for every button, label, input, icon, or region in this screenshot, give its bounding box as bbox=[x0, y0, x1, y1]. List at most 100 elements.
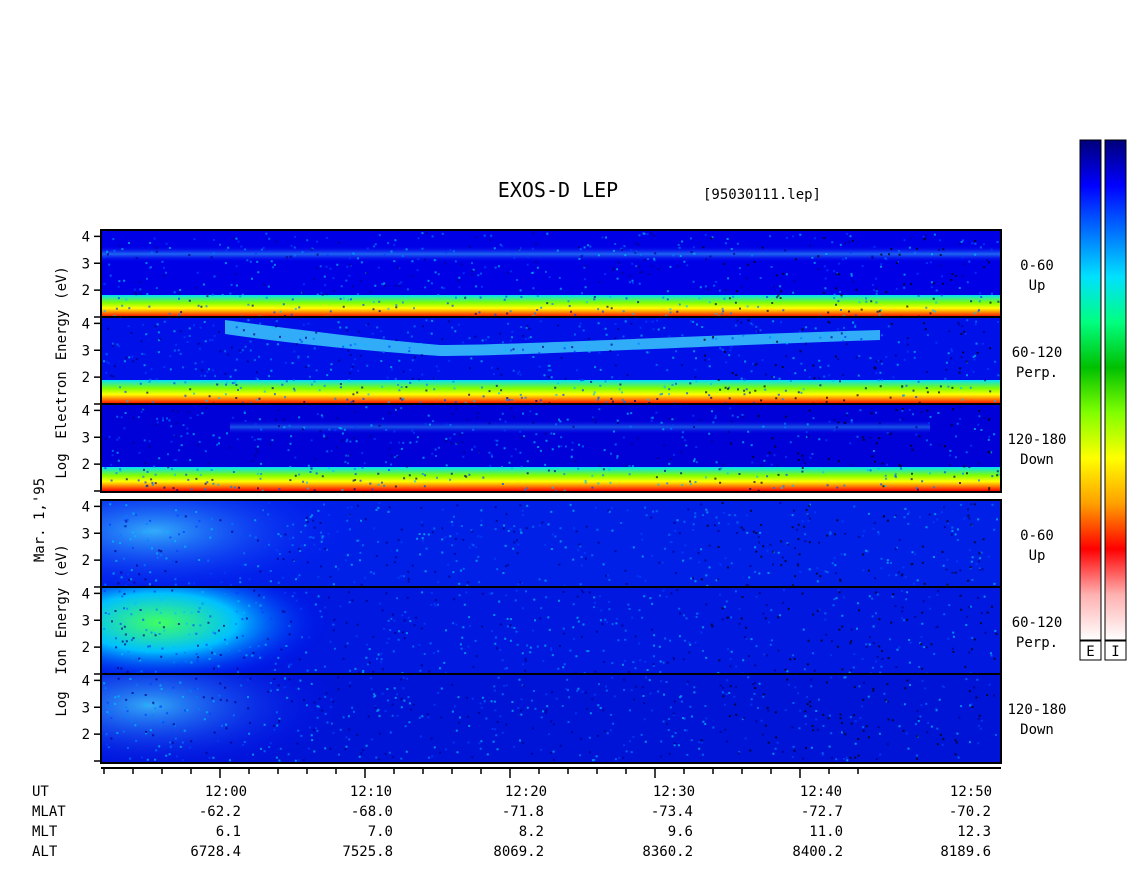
orbit-value: 8400.2 bbox=[792, 844, 843, 860]
orbit-parameter-rows: UT MLAT -62.2 -68.0 -71.8 -73.4 -72.7 -70.2 MLT 6… bbox=[32, 784, 991, 860]
ion-frame bbox=[100, 499, 1002, 764]
ion-label-log: Log bbox=[54, 691, 70, 716]
y-tick-label: 3 bbox=[82, 526, 90, 542]
colorbar-label: E bbox=[1086, 644, 1094, 660]
file-label: [95030111.lep] bbox=[703, 187, 821, 203]
electron-label-energy: Energy bbox=[54, 310, 70, 361]
colorbar-label: I bbox=[1111, 644, 1119, 660]
x-tick-label: 12:40 bbox=[800, 784, 842, 800]
y-tick-label: 4 bbox=[82, 499, 90, 515]
orbit-value: 7525.8 bbox=[342, 844, 393, 860]
orbit-value: 12.3 bbox=[957, 824, 991, 840]
y-tick-label: 2 bbox=[82, 727, 90, 743]
pitch-direction-label: Down bbox=[1020, 722, 1054, 738]
orbit-value: 11.0 bbox=[809, 824, 843, 840]
orbit-value: 6.1 bbox=[216, 824, 241, 840]
x-tick-label: 12:50 bbox=[950, 784, 992, 800]
ion-spectrograms bbox=[102, 501, 1000, 762]
pitch-direction-label: Perp. bbox=[1016, 635, 1058, 651]
ion-label-energy: Energy bbox=[54, 588, 70, 639]
electron-perp-band bbox=[102, 380, 1000, 404]
y-tick-label: 3 bbox=[82, 613, 90, 629]
electron-frame bbox=[100, 229, 1002, 493]
x-tick-label: 12:00 bbox=[205, 784, 247, 800]
ion-down-patch bbox=[102, 675, 342, 762]
ion-panel-down bbox=[102, 675, 1000, 762]
electron-up-band bbox=[102, 295, 1000, 317]
orbit-value: 7.0 bbox=[368, 824, 393, 840]
ion-panel-perp bbox=[102, 588, 1000, 674]
ion-axis-label: Log Ion Energy (eV) bbox=[54, 544, 70, 717]
x-tick-label: 12:20 bbox=[505, 784, 547, 800]
electron-label-species: Electron bbox=[54, 371, 70, 438]
orbit-row-label: UT bbox=[32, 784, 49, 800]
y-tick-label: 2 bbox=[82, 457, 90, 473]
orbit-value: 6728.4 bbox=[190, 844, 241, 860]
chart-title: EXOS-D LEP bbox=[498, 178, 618, 202]
y-tick-label: 4 bbox=[82, 403, 90, 419]
y-tick-label: 4 bbox=[82, 316, 90, 332]
orbit-value: 8360.2 bbox=[642, 844, 693, 860]
y-tick-label: 4 bbox=[82, 673, 90, 689]
y-axis-ticks: 2 3 4 2 3 4 2 3 4 2 3 4 2 3 4 2 3 4 bbox=[82, 229, 101, 762]
pitch-direction-label: Up bbox=[1029, 278, 1046, 294]
orbit-value: -68.0 bbox=[351, 804, 393, 820]
ion-label-species: Ion bbox=[54, 649, 70, 674]
y-tick-label: 3 bbox=[82, 256, 90, 272]
orbit-value: 8069.2 bbox=[493, 844, 544, 860]
orbit-value: -70.2 bbox=[949, 804, 991, 820]
pitch-range-label: 0-60 bbox=[1020, 528, 1054, 544]
electron-spectrograms bbox=[102, 231, 1000, 491]
pitch-range-label: 120-180 bbox=[1007, 432, 1066, 448]
orbit-value: -62.2 bbox=[199, 804, 241, 820]
pitch-range-label: 60-120 bbox=[1012, 615, 1063, 631]
date-label: Mar. 1,'95 bbox=[32, 478, 48, 562]
electron-panel-down bbox=[102, 405, 1000, 491]
x-tick-label: 12:30 bbox=[653, 784, 695, 800]
electron-panel-perp bbox=[102, 318, 1000, 404]
pitch-angle-labels: 0-60 Up 60-120 Perp. 120-180 Down 0-60 Up 60-120… bbox=[1007, 258, 1066, 738]
ion-panel-up bbox=[102, 501, 1000, 587]
orbit-value: 9.6 bbox=[668, 824, 693, 840]
ion-up-patch bbox=[102, 501, 362, 587]
orbit-value: 8189.6 bbox=[940, 844, 991, 860]
electron-down-band bbox=[102, 467, 1000, 491]
y-tick-label: 3 bbox=[82, 343, 90, 359]
electron-label-unit: (eV) bbox=[54, 266, 70, 300]
pitch-direction-label: Down bbox=[1020, 452, 1054, 468]
ion-label-unit: (eV) bbox=[54, 544, 70, 578]
y-tick-label: 4 bbox=[82, 229, 90, 245]
y-tick-label: 3 bbox=[82, 700, 90, 716]
colorbar-e bbox=[1079, 139, 1102, 641]
y-tick-label: 3 bbox=[82, 430, 90, 446]
orbit-value: -73.4 bbox=[651, 804, 693, 820]
colorbar-i bbox=[1104, 139, 1127, 641]
pitch-direction-label: Up bbox=[1029, 548, 1046, 564]
electron-axis-label: Log Electron Energy (eV) bbox=[54, 266, 70, 479]
colorbar-label-box bbox=[1079, 640, 1102, 661]
orbit-row-label: MLAT bbox=[32, 804, 66, 820]
y-tick-label: 4 bbox=[82, 586, 90, 602]
orbit-value: 8.2 bbox=[519, 824, 544, 840]
y-tick-label: 2 bbox=[82, 640, 90, 656]
colorbar-label-box bbox=[1104, 640, 1127, 661]
pitch-range-label: 60-120 bbox=[1012, 345, 1063, 361]
y-tick-label: 2 bbox=[82, 283, 90, 299]
y-tick-label: 2 bbox=[82, 553, 90, 569]
pitch-range-label: 120-180 bbox=[1007, 702, 1066, 718]
x-tick-label: 12:10 bbox=[350, 784, 392, 800]
electron-up-arc bbox=[102, 246, 1000, 262]
orbit-row-label: MLT bbox=[32, 824, 58, 840]
x-axis-ticks: 12:00 12:10 12:20 12:30 12:40 12:50 bbox=[103, 768, 992, 800]
orbit-value: -71.8 bbox=[502, 804, 544, 820]
y-tick-label: 2 bbox=[82, 370, 90, 386]
electron-down-arc bbox=[230, 420, 930, 434]
orbit-value: -72.7 bbox=[801, 804, 843, 820]
electron-label-log: Log bbox=[54, 453, 70, 478]
orbit-row-label: ALT bbox=[32, 844, 58, 860]
electron-panel-up bbox=[102, 231, 1000, 317]
pitch-range-label: 0-60 bbox=[1020, 258, 1054, 274]
pitch-direction-label: Perp. bbox=[1016, 365, 1058, 381]
